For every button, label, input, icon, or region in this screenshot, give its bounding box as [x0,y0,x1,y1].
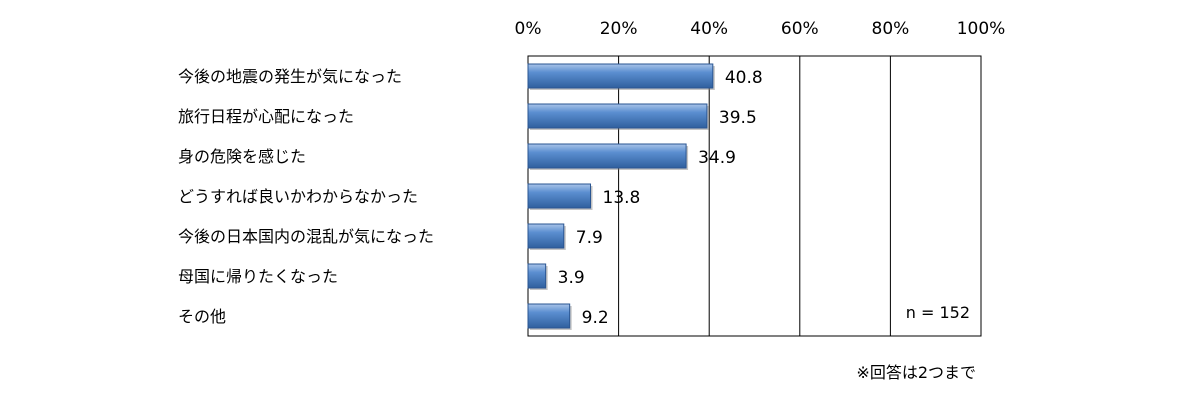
bar [527,63,715,90]
x-tick-label: 80% [872,19,910,39]
bar-rect [527,63,714,89]
category-label: 今後の日本国内の混乱が気になった [178,227,434,246]
x-axis-ticks: 0% 20% 40% 60% 80% 100% [515,19,1006,39]
bar-value-label: 13.8 [603,188,641,208]
bar-value-label: 39.5 [719,108,757,128]
bar [527,223,566,250]
bar-value-label: 9.2 [582,308,609,328]
category-label: 身の危険を感じた [178,147,306,166]
bar-value-label: 40.8 [725,68,763,88]
grid-lines [618,56,891,336]
bar-rect [527,183,592,209]
x-tick-label: 0% [515,19,542,39]
bar-rect [527,303,571,329]
bar [527,303,572,330]
x-tick-label: 40% [690,19,728,39]
category-label: どうすれば良いかわからなかった [178,187,418,206]
category-labels: 今後の地震の発生が気になった旅行日程が心配になった身の危険を感じたどうすれば良い… [178,67,434,326]
x-tick-label: 20% [600,19,638,39]
data-labels: 40.8 39.5 34.9 13.87.9 3.9 9.2 [558,68,763,328]
category-label: 母国に帰りたくなった [178,267,338,286]
bar [527,143,689,170]
category-label: 今後の地震の発生が気になった [178,67,402,86]
bar-value-label: 3.9 [558,268,585,288]
bar [527,263,548,290]
bar-rect [527,103,708,129]
x-tick-label: 100% [957,19,1006,39]
plot-area [527,55,982,337]
bar [527,183,593,210]
category-label: 旅行日程が心配になった [178,107,354,126]
bar-rect [527,223,565,249]
bar [527,103,709,130]
footnote: ※回答は2つまで [856,363,976,382]
sample-size-annotation: n = 152 [906,303,970,322]
bars [527,63,715,330]
bar-rect [527,263,547,289]
bar-value-label: 7.9 [576,228,603,248]
bar-rect [527,143,687,169]
bar-value-label: 34.9 [698,148,736,168]
x-tick-label: 60% [781,19,819,39]
category-label: その他 [178,307,226,326]
